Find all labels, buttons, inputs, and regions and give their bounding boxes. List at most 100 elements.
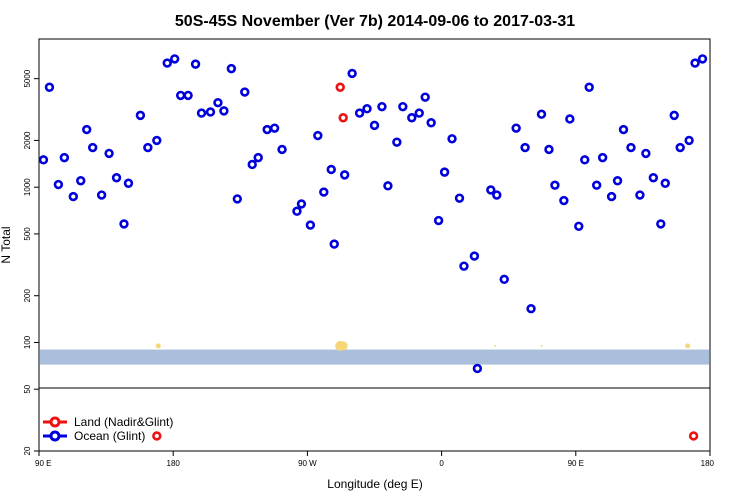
ocean-point (684, 135, 694, 146)
ocean-point (398, 101, 408, 112)
ocean-point (119, 219, 129, 229)
y-tick-label: 1000 (23, 178, 32, 196)
x-tick-label: 90 W (298, 459, 317, 468)
legend-land-marker (49, 416, 61, 428)
ocean-point (626, 142, 636, 153)
ocean-point (526, 303, 536, 314)
ocean-point (669, 110, 679, 121)
legend: Land (Nadir&Glint) Ocean (Glint) (43, 415, 173, 443)
ocean-point (550, 180, 560, 190)
ocean-point (544, 144, 554, 155)
ocean-point (232, 194, 243, 204)
ocean-point (305, 220, 316, 230)
ocean-point (486, 185, 496, 195)
ocean-point (574, 221, 584, 231)
data-points (38, 54, 708, 441)
ocean-point (196, 108, 207, 118)
ocean-point (319, 187, 329, 197)
band-rect (40, 349, 709, 365)
ocean-point (414, 108, 424, 118)
ocean-point (123, 178, 134, 188)
ocean-point (584, 82, 594, 92)
legend-ocean-marker (49, 430, 61, 442)
ocean-point (68, 191, 78, 202)
ocean-point (247, 159, 257, 170)
horizontal-band (40, 349, 709, 365)
ocean-point (641, 148, 651, 159)
x-tick-label: 90 E (35, 459, 51, 468)
y-tick-label: 500 (23, 227, 32, 241)
ocean-point (104, 148, 114, 159)
legend-ocean-label: Ocean (Glint) (74, 429, 145, 443)
y-tick-label: 100 (23, 335, 32, 349)
ocean-point (76, 176, 86, 186)
ocean-point (219, 106, 229, 116)
y-tick-label: 200 (23, 288, 32, 302)
ocean-point (648, 173, 659, 183)
ocean-point (354, 108, 365, 118)
ocean-point (326, 164, 336, 175)
ocean-point (253, 152, 263, 163)
ocean-point (377, 101, 387, 112)
sun-marker (685, 343, 691, 349)
x-tick-label: 90 E (568, 459, 584, 468)
x-axis: 90 E 180 90 W 0 90 E 180 (35, 451, 715, 468)
ocean-point (612, 176, 623, 186)
ocean-point (111, 173, 122, 183)
ocean-point (226, 63, 237, 74)
ocean-point (313, 130, 323, 141)
y-axis-label: N Total (0, 226, 13, 263)
sun-marker (155, 343, 161, 349)
ocean-point (697, 54, 708, 64)
plot-area-frame (38, 38, 711, 452)
ocean-point (362, 104, 372, 114)
legend-land-label: Land (Nadir&Glint) (74, 415, 173, 429)
ocean-point (426, 118, 436, 128)
ocean-point (59, 152, 70, 163)
ocean-point (38, 155, 49, 165)
ocean-point (339, 170, 350, 180)
ocean-point (420, 92, 430, 102)
ocean-point (175, 90, 186, 101)
ocean-point (520, 142, 530, 153)
ocean-point (656, 219, 666, 229)
ocean-point (44, 82, 55, 92)
sun-glint-markers (155, 340, 691, 351)
y-tick-label: 2000 (23, 131, 32, 149)
ocean-point (240, 87, 250, 97)
land-point (338, 113, 348, 123)
ocean-point (347, 68, 357, 79)
ocean-point (690, 58, 700, 68)
ocean-point (407, 113, 417, 123)
land-point (335, 82, 345, 92)
x-axis-label: Longitude (deg E) (327, 477, 422, 491)
ocean-point (213, 97, 223, 108)
ocean-point (492, 190, 502, 200)
ocean-point (597, 152, 608, 163)
ocean-point (183, 90, 193, 101)
ocean-point (580, 155, 590, 165)
ocean-point (559, 195, 569, 206)
ocean-point (469, 251, 480, 261)
sun-marker (494, 344, 497, 347)
ocean-point (383, 181, 393, 191)
x-tick-label: 180 (701, 459, 715, 468)
ocean-point (135, 110, 146, 121)
ocean-point (459, 261, 469, 271)
ocean-point (269, 123, 280, 133)
y-tick-label: 50 (23, 384, 32, 393)
ocean-point (591, 180, 602, 190)
ocean-point (565, 114, 575, 124)
x-tick-label: 180 (167, 459, 181, 468)
x-tick-label: 0 (439, 459, 444, 468)
sun-marker (540, 344, 543, 347)
ocean-point (296, 199, 307, 209)
ocean-point (499, 274, 509, 285)
ocean-point (472, 363, 483, 374)
ocean-point (169, 54, 180, 64)
ocean-point (87, 142, 98, 153)
ocean-point (511, 123, 521, 133)
ocean-point (447, 134, 457, 144)
ocean-point (143, 142, 153, 153)
